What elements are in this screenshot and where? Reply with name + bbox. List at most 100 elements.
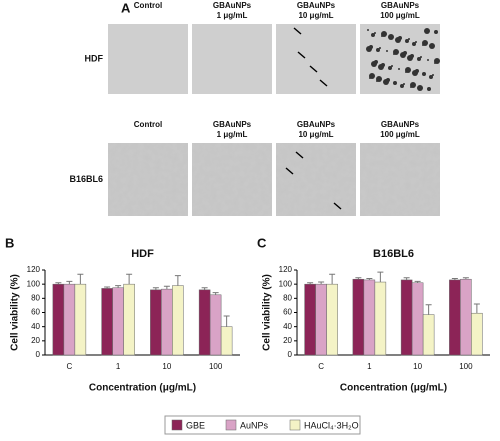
y-tick-label: 40 xyxy=(31,322,40,331)
column-header: GBAuNPs xyxy=(381,1,420,10)
particle xyxy=(369,77,371,79)
y-tick-label: 100 xyxy=(27,279,41,288)
particle xyxy=(412,70,418,76)
particle xyxy=(393,81,397,85)
particle xyxy=(398,68,400,70)
micrograph-texture xyxy=(276,143,356,216)
legend-label: GBE xyxy=(186,420,205,430)
error-bar xyxy=(152,287,159,290)
y-tick-label: 0 xyxy=(288,350,293,359)
y-tick-label: 120 xyxy=(27,265,41,274)
column-header: 1 μg/mL xyxy=(217,11,248,20)
chart-title: B16BL6 xyxy=(373,248,414,260)
particle xyxy=(374,32,376,34)
bar xyxy=(449,279,461,356)
bar xyxy=(304,283,316,356)
bar xyxy=(112,287,124,356)
error-bar xyxy=(104,286,111,289)
chart-title: HDF xyxy=(131,248,154,260)
column-header: 100 μg/mL xyxy=(380,130,420,139)
particle xyxy=(420,56,422,58)
column-header: GBAuNPs xyxy=(297,120,336,129)
bar xyxy=(161,288,173,356)
particle xyxy=(400,52,406,58)
particle xyxy=(395,37,401,43)
micrograph-texture xyxy=(360,143,440,216)
bar xyxy=(150,289,162,356)
micrograph-texture xyxy=(276,24,356,94)
error-bar xyxy=(66,280,73,285)
x-axis-label: Concentration (μg/mL) xyxy=(340,383,447,394)
error-bar xyxy=(425,304,432,315)
x-axis-label: Concentration (μg/mL) xyxy=(89,383,196,394)
panel-label: C xyxy=(257,235,267,250)
particle xyxy=(391,65,393,67)
particle xyxy=(412,42,416,46)
error-bar xyxy=(366,278,373,280)
particle xyxy=(381,35,383,37)
bar xyxy=(74,283,87,356)
particle xyxy=(415,41,417,43)
bar xyxy=(471,312,483,356)
column-header: Control xyxy=(134,1,162,10)
bar xyxy=(123,283,135,356)
y-tick-label: 100 xyxy=(279,279,293,288)
y-tick-label: 20 xyxy=(283,336,292,345)
particle xyxy=(376,48,380,52)
bar xyxy=(220,326,233,356)
particle xyxy=(371,33,375,37)
bar xyxy=(422,314,435,356)
bar xyxy=(52,283,65,356)
x-tick-label: 100 xyxy=(209,362,223,371)
particle xyxy=(434,30,438,34)
legend-label: AuNPs xyxy=(240,420,269,430)
particle xyxy=(424,28,430,34)
column-header: 100 μg/mL xyxy=(380,11,420,20)
x-tick-label: C xyxy=(318,362,324,371)
column-header: GBAuNPs xyxy=(213,120,252,129)
column-header: GBAuNPs xyxy=(297,1,336,10)
error-bar xyxy=(377,271,384,283)
error-bar xyxy=(126,273,133,285)
column-header: Control xyxy=(134,120,162,129)
particle xyxy=(371,61,377,67)
error-bar xyxy=(115,285,122,288)
y-axis-label: Cell viability (%) xyxy=(262,274,273,351)
error-bar xyxy=(174,275,181,286)
row-label: B16BL6 xyxy=(69,174,103,184)
particle xyxy=(388,66,392,70)
column-header: 10 μg/mL xyxy=(298,130,333,139)
legend-box xyxy=(164,415,361,435)
error-bar xyxy=(163,285,170,290)
error-bar xyxy=(329,273,336,285)
particle xyxy=(410,86,412,88)
particle xyxy=(429,43,435,49)
particle xyxy=(386,50,388,52)
x-tick-label: 100 xyxy=(459,362,473,371)
panel-label: A xyxy=(121,0,131,15)
bar xyxy=(326,283,338,356)
micrograph-texture xyxy=(108,24,188,94)
arrows xyxy=(285,27,342,210)
particle xyxy=(366,46,372,52)
error-bar xyxy=(77,273,84,285)
bar xyxy=(363,279,376,356)
particle xyxy=(378,64,384,70)
error-bar xyxy=(318,281,325,285)
y-tick-label: 80 xyxy=(31,293,40,302)
legend-swatch xyxy=(225,419,237,431)
particle xyxy=(417,85,423,91)
bar xyxy=(352,278,365,356)
x-tick-label: 1 xyxy=(116,362,121,371)
particle xyxy=(427,87,431,91)
error-bar xyxy=(223,315,230,327)
legend-swatch xyxy=(171,419,183,431)
bar xyxy=(460,278,472,356)
particle xyxy=(417,57,421,61)
bar xyxy=(63,283,76,356)
particle xyxy=(367,29,369,31)
x-tick-label: 10 xyxy=(162,362,171,371)
particle xyxy=(383,79,389,85)
particle xyxy=(429,75,433,79)
column-header: GBAuNPs xyxy=(213,1,252,10)
